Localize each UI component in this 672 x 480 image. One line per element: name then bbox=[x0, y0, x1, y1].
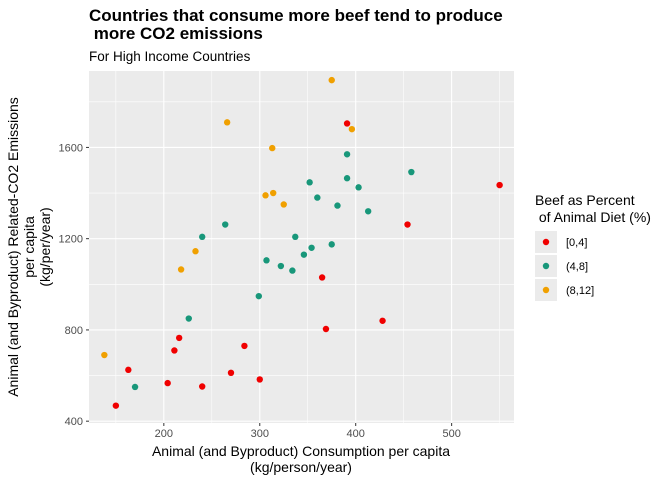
y-axis-title-line-3: (kg/per/year) bbox=[37, 207, 53, 286]
legend-key-point bbox=[542, 238, 550, 246]
data-point bbox=[269, 189, 277, 197]
data-point bbox=[308, 244, 315, 251]
data-point bbox=[364, 208, 372, 215]
data-point bbox=[408, 168, 415, 176]
data-points bbox=[101, 76, 503, 409]
data-point bbox=[355, 184, 362, 191]
data-point bbox=[348, 125, 356, 133]
data-point bbox=[101, 351, 108, 359]
data-point bbox=[343, 120, 351, 127]
x-tick-label: 500 bbox=[442, 428, 460, 440]
data-point bbox=[404, 221, 411, 228]
y-axis-ticks: 400 800 1200 1600 bbox=[59, 142, 89, 428]
data-point bbox=[292, 233, 299, 241]
data-point bbox=[256, 376, 263, 383]
legend-label: (8,12] bbox=[566, 285, 594, 297]
legend-label: (4,8] bbox=[566, 261, 588, 273]
data-point bbox=[177, 266, 185, 273]
data-point bbox=[277, 262, 285, 270]
data-point bbox=[223, 119, 231, 126]
legend-keys: [0,4] (4,8] (8,12] bbox=[535, 231, 594, 301]
data-point bbox=[262, 192, 269, 199]
x-tick-label: 300 bbox=[251, 428, 269, 440]
chart-title-line-1: Countries that consume more beef tend to… bbox=[89, 6, 503, 25]
data-point bbox=[280, 201, 287, 208]
data-point bbox=[175, 334, 183, 342]
data-point bbox=[289, 267, 296, 274]
data-point bbox=[227, 369, 235, 377]
data-point bbox=[222, 221, 229, 228]
data-point bbox=[112, 402, 120, 409]
chart-title-line-2: more CO2 emissions bbox=[89, 24, 263, 43]
data-point bbox=[199, 233, 206, 241]
data-point bbox=[314, 194, 321, 201]
data-point bbox=[269, 144, 276, 152]
chart-subtitle: For High Income Countries bbox=[89, 49, 251, 64]
legend-label: [0,4] bbox=[566, 237, 587, 249]
x-axis-title-line-2: (kg/person/year) bbox=[250, 459, 352, 475]
data-point bbox=[263, 257, 270, 264]
data-point bbox=[334, 202, 341, 209]
data-point bbox=[318, 274, 326, 281]
data-point bbox=[300, 251, 308, 258]
data-point bbox=[343, 175, 351, 182]
y-tick-label: 1200 bbox=[59, 234, 83, 246]
legend-key-point bbox=[542, 286, 550, 294]
x-tick-label: 400 bbox=[347, 428, 365, 440]
data-point bbox=[379, 317, 386, 324]
legend-title-line-2: of Animal Diet (%) bbox=[535, 209, 651, 225]
x-axis-ticks: 200 300 400 500 bbox=[155, 423, 461, 440]
data-point bbox=[199, 383, 206, 390]
data-point bbox=[328, 76, 335, 84]
gridlines bbox=[89, 71, 514, 423]
data-point bbox=[171, 347, 178, 354]
data-point bbox=[131, 383, 139, 391]
y-tick-label: 400 bbox=[65, 416, 83, 428]
y-tick-label: 1600 bbox=[59, 142, 83, 154]
y-tick-label: 800 bbox=[65, 325, 83, 337]
data-point bbox=[343, 151, 351, 158]
data-point bbox=[496, 181, 503, 189]
legend-key-point bbox=[542, 262, 550, 270]
data-point bbox=[241, 342, 248, 350]
y-axis-title-line-1: Animal (and Byproduct) Related-CO2 Emiss… bbox=[5, 97, 21, 397]
plot-panel bbox=[89, 71, 514, 423]
x-tick-label: 200 bbox=[155, 428, 173, 440]
data-point bbox=[192, 248, 199, 255]
data-point bbox=[328, 241, 335, 248]
y-axis-title-line-2: per capita bbox=[21, 216, 37, 278]
data-point bbox=[306, 179, 313, 186]
data-point bbox=[164, 379, 171, 387]
data-point bbox=[322, 325, 330, 333]
x-axis-title-line-1: Animal (and Byproduct) Consumption per c… bbox=[152, 443, 450, 459]
data-point bbox=[255, 292, 263, 300]
legend-title-line-1: Beef as Percent bbox=[535, 192, 635, 208]
legend: Beef as Percent of Animal Diet (%) [0,4]… bbox=[535, 192, 651, 301]
data-point bbox=[125, 366, 132, 374]
data-point bbox=[185, 315, 192, 322]
